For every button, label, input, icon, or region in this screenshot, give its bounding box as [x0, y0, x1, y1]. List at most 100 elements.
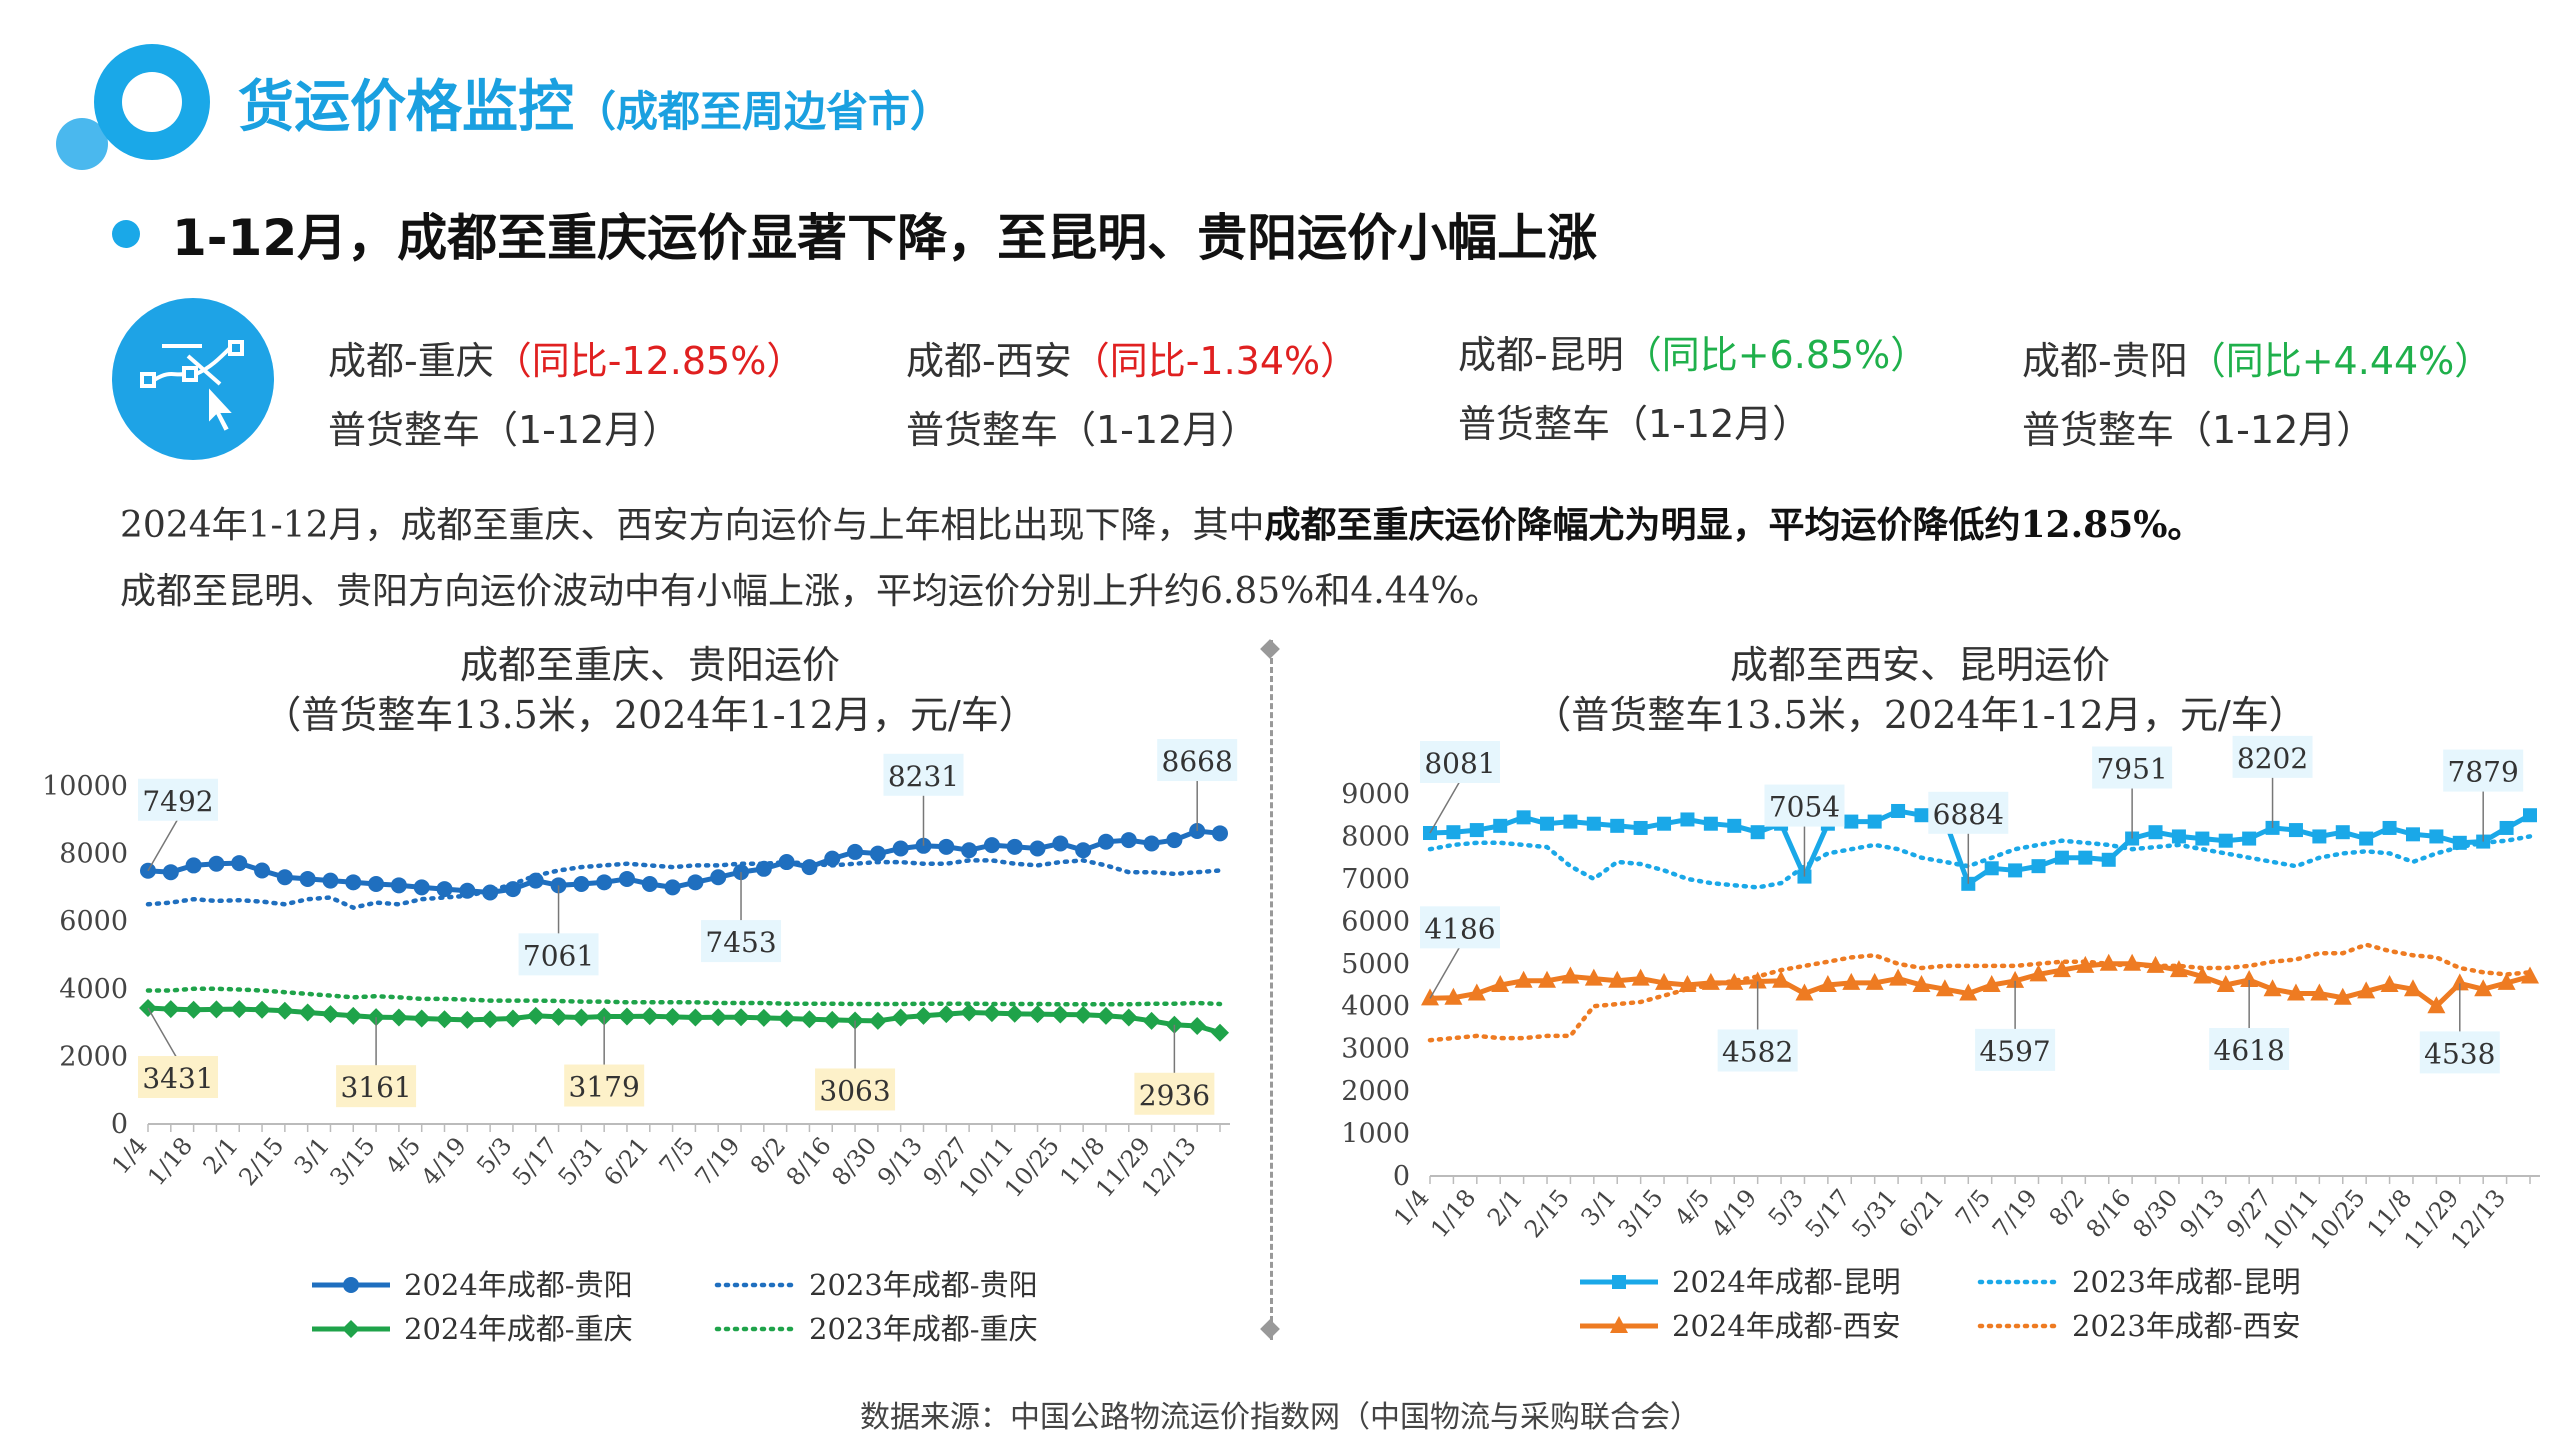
- data-label: 3179: [569, 1071, 640, 1104]
- data-point: [824, 850, 841, 867]
- data-point: [549, 1007, 568, 1026]
- data-point: [2240, 969, 2259, 987]
- legend-marker: [1612, 1275, 1626, 1289]
- x-tick-label: 1/18: [1425, 1184, 1481, 1243]
- data-point: [344, 1006, 363, 1025]
- data-point: [1844, 814, 1859, 829]
- data-point: [2286, 983, 2305, 1001]
- annotation-box: [1928, 791, 2009, 834]
- data-point: [2333, 987, 2352, 1005]
- data-point: [162, 864, 179, 881]
- chart-divider: [1270, 640, 1273, 1340]
- data-point: [161, 1000, 180, 1019]
- route-sub: 普货整车（1-12月）: [1458, 402, 1811, 446]
- legend-label: 2023年成都-重庆: [809, 1312, 1038, 1346]
- data-label: 3161: [340, 1071, 411, 1104]
- data-point: [2523, 808, 2537, 823]
- data-point: [2076, 955, 2095, 973]
- data-point: [2380, 975, 2399, 992]
- data-point: [2006, 970, 2025, 988]
- data-point: [573, 876, 590, 893]
- legend-label: 2024年成都-重庆: [404, 1312, 633, 1346]
- route-yoy: （同比-12.85%）: [493, 339, 805, 383]
- data-point: [663, 1007, 682, 1026]
- page-title-sub: （成都至周边省市）: [574, 87, 953, 136]
- chart-legend: 2024年成都-贵阳 2023年成都-贵阳 2024年成都-重庆 2023年成都-重庆: [312, 1268, 1038, 1346]
- y-tick-label: 4000: [1341, 991, 1410, 1022]
- x-tick-label: 5/31: [1847, 1184, 1903, 1243]
- annotation-box: [336, 1065, 417, 1108]
- data-point: [276, 869, 293, 886]
- data-label: 3431: [142, 1062, 213, 1095]
- page-title: 货运价格监控（成都至周边省市）: [238, 62, 952, 143]
- series-2024年成都-昆明: [1423, 803, 2537, 891]
- data-label: 7453: [705, 926, 776, 959]
- data-point: [710, 869, 727, 886]
- data-point: [960, 1003, 979, 1022]
- data-point: [2031, 859, 2046, 874]
- data-point: [368, 876, 385, 893]
- series-2023年成都-重庆: [145, 986, 1223, 1007]
- y-tick-label: 1000: [1341, 1119, 1410, 1150]
- series-2024年成都-西安: [1421, 953, 2539, 1014]
- data-point: [1889, 968, 1908, 986]
- data-point: [1211, 1023, 1229, 1042]
- data-point: [1540, 816, 1555, 831]
- data-point: [2288, 823, 2303, 838]
- y-tick-label: 5000: [1341, 949, 1410, 980]
- data-point: [777, 1009, 796, 1028]
- y-tick-label: 0: [111, 1109, 128, 1140]
- data-point: [1514, 970, 1533, 988]
- chart-subtitle: （普货整车13.5米，2024年1-12月，元/车）: [263, 693, 1037, 737]
- data-point: [1725, 972, 1744, 990]
- series-line: [145, 858, 1223, 911]
- data-point: [709, 1008, 728, 1027]
- bullet-dot: [112, 220, 140, 248]
- data-point: [2312, 829, 2327, 844]
- annotation-box: [1134, 1072, 1215, 1115]
- data-point: [1423, 826, 1437, 841]
- x-tick-label: 9/13: [872, 1132, 928, 1191]
- data-point: [1142, 1011, 1161, 1030]
- data-point: [1051, 1005, 1070, 1024]
- data-point: [2052, 960, 2071, 978]
- legend-marker: [1610, 1316, 1628, 1333]
- data-point: [2171, 829, 2186, 844]
- x-tick-label: 9/13: [2174, 1184, 2230, 1243]
- data-point: [345, 874, 362, 891]
- x-tick-label: 8/16: [781, 1132, 837, 1191]
- data-point: [2382, 820, 2397, 835]
- data-point: [1074, 1005, 1093, 1024]
- data-point: [1444, 987, 1463, 1005]
- data-point: [869, 845, 886, 862]
- annotation-box: [1420, 741, 1500, 784]
- data-point: [207, 1000, 226, 1019]
- data-point: [185, 857, 202, 874]
- annotation-leader: [147, 818, 179, 872]
- data-point: [481, 1010, 500, 1029]
- route-name: 成都-贵阳: [2022, 339, 2188, 383]
- data-point: [526, 1006, 545, 1025]
- legend-label: 2024年成都-昆明: [1672, 1265, 1901, 1299]
- data-point: [1029, 840, 1046, 857]
- y-tick-label: 6000: [59, 906, 128, 937]
- y-tick-label: 10000: [42, 771, 128, 802]
- data-point: [1867, 814, 1882, 829]
- data-point: [2405, 827, 2420, 842]
- data-point: [322, 872, 339, 889]
- x-tick-label: 5/31: [553, 1132, 609, 1191]
- annotation-box: [1420, 906, 1500, 949]
- data-point: [1052, 835, 1069, 852]
- data-point: [1561, 966, 1580, 984]
- x-tick-label: 5/17: [507, 1132, 563, 1191]
- route-kunming: 成都-昆明（同比+6.85%） 普货整车（1-12月）: [1458, 324, 1928, 448]
- data-point: [458, 1010, 477, 1029]
- annotation-box: [518, 933, 599, 976]
- data-point: [2101, 852, 2116, 867]
- data-label: 7061: [523, 939, 594, 972]
- data-point: [1563, 814, 1578, 829]
- annotation-box: [2209, 1027, 2290, 1070]
- legend-label: 2023年成都-昆明: [2072, 1265, 2301, 1299]
- data-point: [891, 1008, 910, 1027]
- route-path-icon: [112, 298, 274, 460]
